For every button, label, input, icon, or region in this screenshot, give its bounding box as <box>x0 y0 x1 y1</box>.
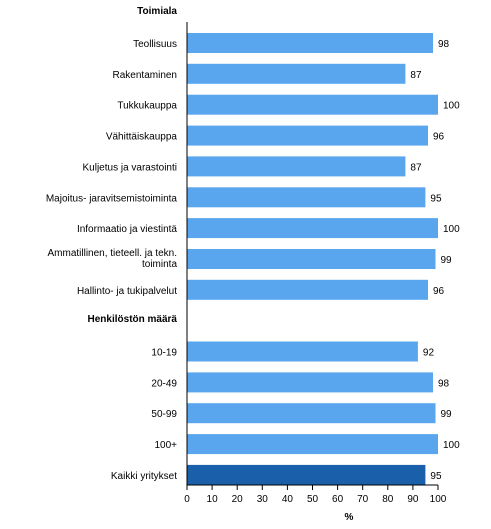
data-label: 100 <box>443 440 460 451</box>
bar <box>187 434 438 455</box>
category-label: Hallinto- ja tukipalvelut <box>77 286 177 297</box>
bar <box>187 156 406 177</box>
chart-marks: Toimiala Teollisuus 98 Rakentaminen 87 Tukkuk… <box>46 6 460 485</box>
data-label: 99 <box>441 255 453 266</box>
x-tick-label: 80 <box>382 494 394 505</box>
data-label: 98 <box>438 378 450 389</box>
category-label: Majoitus- jaravitsemistoiminta <box>46 193 178 204</box>
x-tick-label: 60 <box>332 494 344 505</box>
bar <box>187 33 433 53</box>
bar <box>187 249 436 269</box>
category-label: Kaikki yritykset <box>111 471 177 482</box>
category-label: Teollisuus <box>133 39 177 50</box>
bar <box>187 94 438 115</box>
data-label: 99 <box>441 409 453 420</box>
category-label-line: toiminta <box>142 259 177 270</box>
x-axis-ticks: 0 10 20 30 40 50 60 70 80 90 100 <box>184 485 447 505</box>
x-tick-label: 30 <box>257 494 269 505</box>
bar <box>187 218 438 239</box>
data-label: 95 <box>430 193 442 204</box>
category-label-line: Ammatillinen, tieteell. ja tekn. <box>47 248 177 259</box>
category-label: Kuljetus ja varastointi <box>83 162 178 173</box>
category-label: 20-49 <box>151 378 177 389</box>
category-label: 10-19 <box>151 348 177 359</box>
category-label: Tukkukauppa <box>117 101 177 112</box>
data-label: 87 <box>410 162 422 173</box>
data-label: 98 <box>438 39 450 50</box>
x-tick-label: 40 <box>282 494 294 505</box>
data-label: 87 <box>410 70 422 81</box>
bar <box>187 279 428 300</box>
bar <box>187 187 426 208</box>
category-label: Rakentaminen <box>113 70 177 81</box>
x-tick-label: 10 <box>207 494 219 505</box>
group-title: Henkilöstön määrä <box>88 314 178 325</box>
group-title: Toimiala <box>137 6 177 17</box>
x-tick-label: 20 <box>232 494 244 505</box>
x-tick-label: 0 <box>184 494 190 505</box>
category-label: Ammatillinen, tieteell. ja tekn. toiminta <box>47 248 177 270</box>
bar <box>187 125 428 146</box>
x-tick-label: 90 <box>407 494 419 505</box>
data-label: 95 <box>430 471 442 482</box>
data-label: 92 <box>423 348 435 359</box>
bar <box>187 341 418 362</box>
data-label: 96 <box>433 286 445 297</box>
x-tick-label: 50 <box>307 494 319 505</box>
data-label: 100 <box>443 224 460 235</box>
x-axis-label: % <box>345 512 354 523</box>
data-label: 96 <box>433 132 445 143</box>
category-label: Informaatio ja viestintä <box>77 224 177 235</box>
category-label: Vähittäiskauppa <box>106 132 178 143</box>
category-label: 50-99 <box>151 409 177 420</box>
data-label: 100 <box>443 101 460 112</box>
x-tick-label: 70 <box>357 494 369 505</box>
bar <box>187 403 436 424</box>
bar <box>187 63 406 84</box>
category-label: 100+ <box>154 440 177 451</box>
bar <box>187 464 426 485</box>
x-tick-label: 100 <box>430 494 447 505</box>
bar <box>187 372 433 393</box>
